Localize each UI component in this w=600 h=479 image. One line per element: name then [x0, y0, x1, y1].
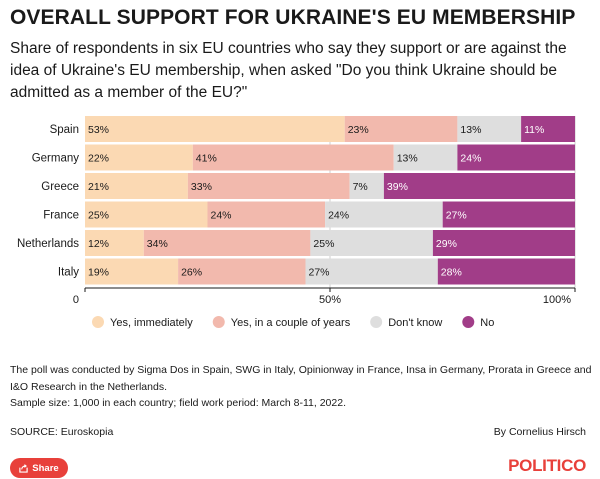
data-label-france-no: 27% — [446, 210, 467, 222]
legend-swatch-yes-immediately — [92, 316, 104, 328]
share-label: Share — [32, 462, 59, 474]
category-label-italy: Italy — [58, 267, 79, 279]
data-label-germany-no: 24% — [460, 153, 481, 165]
data-label-france-yes-immediately: 25% — [88, 210, 109, 222]
bar-italy-yes-in-a-couple-of-years — [178, 258, 306, 285]
chart-title: OVERALL SUPPORT FOR UKRAINE'S EU MEMBERS… — [10, 6, 576, 29]
category-label-netherlands: Netherlands — [17, 238, 79, 250]
legend-label-yes-immediately: Yes, immediately — [110, 317, 193, 329]
bar-germany-yes-in-a-couple-of-years — [192, 144, 394, 171]
bar-greece-don-t-know — [349, 173, 384, 199]
data-label-netherlands-no: 29% — [436, 238, 457, 250]
poll-note: The poll was conducted by Sigma Dos in S… — [10, 364, 592, 393]
bar-france-yes-immediately — [85, 201, 208, 228]
data-label-greece-don-t-know: 7% — [353, 181, 368, 193]
data-label-greece-yes-in-a-couple-of-years: 33% — [191, 181, 212, 193]
bar-france-yes-in-a-couple-of-years — [207, 201, 326, 228]
data-label-germany-yes-in-a-couple-of-years: 41% — [196, 153, 217, 165]
bar-germany-yes-immediately — [85, 144, 193, 171]
share-icon — [19, 463, 28, 473]
bar-netherlands-don-t-know — [310, 230, 433, 256]
legend-label-don-t-know: Don't know — [388, 317, 442, 329]
source-credit: SOURCE: Euroskopia — [10, 426, 114, 438]
bar-spain-no — [521, 116, 575, 142]
x-tick-label-0: 0 — [73, 294, 79, 306]
bar-italy-don-t-know — [305, 258, 438, 285]
bar-netherlands-no — [432, 230, 575, 256]
methodology-notes: The poll was conducted by Sigma Dos in S… — [10, 362, 595, 412]
data-label-greece-no: 39% — [387, 181, 408, 193]
data-label-italy-don-t-know: 27% — [309, 267, 330, 279]
data-label-greece-yes-immediately: 21% — [88, 181, 109, 193]
sample-note: Sample size: 1,000 in each country; fiel… — [10, 397, 346, 409]
bar-spain-don-t-know — [457, 116, 522, 142]
data-label-italy-yes-immediately: 19% — [88, 267, 109, 279]
data-label-germany-don-t-know: 13% — [397, 153, 418, 165]
bar-germany-no — [457, 144, 575, 171]
bar-italy-no — [437, 258, 575, 285]
chart-subtitle: Share of respondents in six EU countries… — [10, 40, 567, 101]
data-label-germany-yes-immediately: 22% — [88, 153, 109, 165]
data-label-italy-no: 28% — [441, 267, 462, 279]
bar-france-no — [442, 201, 575, 228]
share-button[interactable]: Share — [10, 458, 68, 478]
bar-france-don-t-know — [325, 201, 443, 228]
legend-swatch-don-t-know — [370, 316, 383, 328]
bar-greece-yes-immediately — [85, 173, 188, 199]
legend-label-yes-in-a-couple-of-years: Yes, in a couple of years — [231, 317, 351, 329]
category-label-germany: Germany — [32, 153, 80, 165]
x-tick-label-50: 50% — [319, 294, 341, 306]
x-tick-label-100: 100% — [543, 294, 571, 306]
data-label-spain-don-t-know: 13% — [460, 124, 481, 136]
data-label-netherlands-yes-immediately: 12% — [88, 238, 109, 250]
data-label-france-don-t-know: 24% — [328, 210, 349, 222]
politico-logo[interactable]: POLITICO — [508, 456, 586, 475]
bar-netherlands-yes-immediately — [85, 230, 144, 256]
data-label-spain-yes-in-a-couple-of-years: 23% — [348, 124, 369, 136]
legend-swatch-yes-in-a-couple-of-years — [212, 316, 225, 328]
author-byline: By Cornelius Hirsch — [493, 426, 586, 438]
legend-swatch-no — [462, 316, 475, 328]
bar-netherlands-yes-in-a-couple-of-years — [143, 230, 311, 256]
category-label-greece: Greece — [41, 181, 79, 193]
category-label-france: France — [43, 210, 79, 222]
data-label-france-yes-in-a-couple-of-years: 24% — [211, 210, 232, 222]
legend-label-no: No — [480, 317, 494, 329]
bar-spain-yes-immediately — [85, 116, 345, 142]
data-label-netherlands-don-t-know: 25% — [313, 238, 334, 250]
bar-greece-no — [383, 173, 575, 199]
bar-greece-yes-in-a-couple-of-years — [187, 173, 350, 199]
stacked-bar-chart: Spain 53% 23% 13% 11% Germany 22% 41% 13% 24% Gree… — [17, 116, 576, 329]
data-label-netherlands-yes-in-a-couple-of-years: 34% — [147, 238, 168, 250]
data-label-spain-yes-immediately: 53% — [88, 124, 109, 136]
category-label-spain: Spain — [50, 124, 79, 136]
data-label-italy-yes-in-a-couple-of-years: 26% — [181, 267, 202, 279]
data-label-spain-no: 11% — [524, 124, 544, 136]
bar-italy-yes-immediately — [85, 258, 179, 285]
bar-germany-don-t-know — [393, 144, 458, 171]
bar-spain-yes-in-a-couple-of-years — [344, 116, 458, 142]
